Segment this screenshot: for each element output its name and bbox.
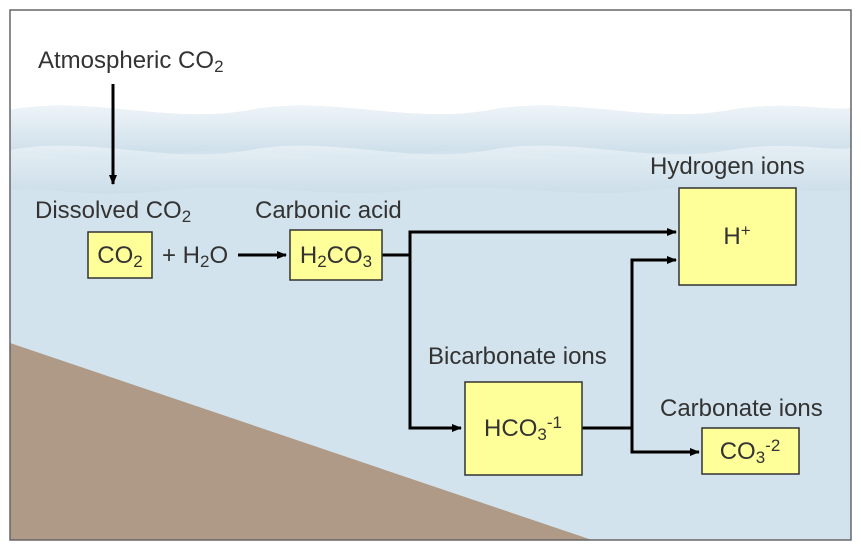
label: HCO3-1 — [484, 413, 562, 444]
label: H2CO3 — [300, 242, 372, 270]
supscript: -1 — [547, 413, 562, 432]
label: CO2 — [97, 242, 142, 270]
label-text: Bicarbonate ions — [428, 343, 607, 370]
label-text: HCO — [484, 415, 537, 442]
box — [464, 381, 583, 476]
label-text: Carbonic acid — [255, 197, 402, 224]
wave — [10, 145, 851, 194]
label: Hydrogen ions — [650, 153, 805, 180]
label: CO3-2 — [720, 436, 781, 467]
label-text: H — [723, 223, 740, 250]
frame — [9, 9, 852, 541]
seabed — [10, 343, 592, 540]
arrow — [630, 428, 700, 456]
arrow — [382, 228, 677, 257]
label-text: CO — [720, 438, 756, 465]
label: Bicarbonate ions — [428, 343, 607, 370]
label: Dissolved CO2 — [35, 197, 191, 225]
label-text: Atmospheric CO — [38, 47, 214, 74]
label-text: H — [300, 242, 317, 269]
wave — [10, 105, 851, 161]
box — [701, 427, 800, 475]
subscript: 3 — [363, 252, 372, 271]
arrow — [408, 255, 462, 432]
subscript: 3 — [537, 425, 546, 444]
label: Carbonate ions — [660, 395, 823, 422]
subscript: 2 — [182, 207, 191, 226]
label-text: Dissolved CO — [35, 197, 182, 224]
label: + H2O — [162, 242, 228, 270]
label-text: Carbonate ions — [660, 395, 823, 422]
subscript: 2 — [200, 252, 209, 271]
label: Carbonic acid — [255, 197, 402, 224]
label-text: CO — [97, 242, 133, 269]
label-text: O — [209, 242, 228, 269]
label-text: CO — [327, 242, 363, 269]
subscript: 2 — [214, 57, 223, 76]
subscript: 3 — [756, 448, 765, 467]
box — [289, 229, 383, 281]
label-text: + H — [162, 242, 200, 269]
box — [678, 187, 797, 286]
subscript: 2 — [317, 252, 326, 271]
supscript: + — [741, 221, 751, 240]
supscript: -2 — [765, 436, 780, 455]
subscript: 2 — [133, 252, 142, 271]
arrow — [582, 256, 677, 430]
box — [87, 231, 153, 279]
label: H+ — [723, 221, 750, 251]
label-text: Hydrogen ions — [650, 153, 805, 180]
label: Atmospheric CO2 — [38, 47, 224, 75]
